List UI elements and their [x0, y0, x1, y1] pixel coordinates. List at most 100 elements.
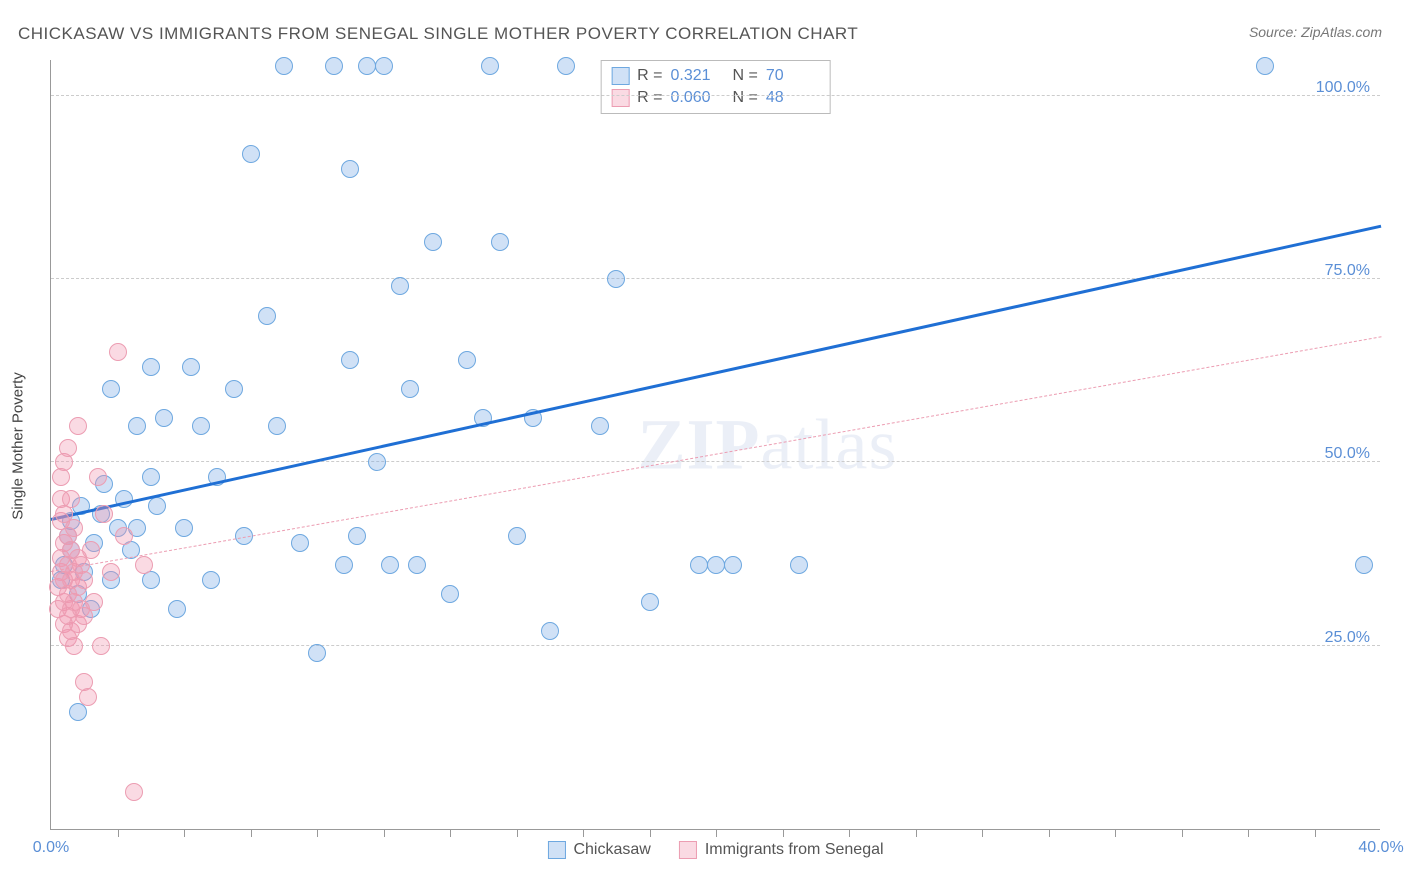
- gridline: [51, 95, 1380, 96]
- x-tick: [1248, 829, 1249, 837]
- data-point: [142, 468, 160, 486]
- gridline: [51, 645, 1380, 646]
- data-point: [182, 358, 200, 376]
- stat-n-value: 70: [766, 67, 820, 85]
- stat-row: R = 0.321 N = 70: [611, 65, 820, 87]
- data-point: [85, 593, 103, 611]
- data-point: [89, 468, 107, 486]
- data-point: [424, 233, 442, 251]
- data-point: [541, 622, 559, 640]
- data-point: [258, 307, 276, 325]
- data-point: [458, 351, 476, 369]
- data-point: [348, 527, 366, 545]
- data-point: [341, 160, 359, 178]
- x-tick: [384, 829, 385, 837]
- data-point: [109, 343, 127, 361]
- legend-item: Chickasaw: [547, 841, 650, 859]
- watermark-suffix: atlas: [761, 404, 898, 484]
- data-point: [408, 556, 426, 574]
- stat-n-label: N =: [733, 89, 758, 107]
- plot-area: ZIPatlas R =0.321N =70R =0.060N =48 Chic…: [50, 60, 1380, 830]
- data-point: [724, 556, 742, 574]
- data-point: [82, 541, 100, 559]
- data-point: [102, 563, 120, 581]
- stat-r-label: R =: [637, 67, 662, 85]
- data-point: [125, 783, 143, 801]
- x-tick: [583, 829, 584, 837]
- data-point: [291, 534, 309, 552]
- data-point: [148, 497, 166, 515]
- data-point: [65, 519, 83, 537]
- x-tick: [916, 829, 917, 837]
- data-point: [79, 688, 97, 706]
- stat-n-label: N =: [733, 67, 758, 85]
- data-point: [92, 637, 110, 655]
- legend-label: Chickasaw: [573, 841, 650, 859]
- data-point: [375, 57, 393, 75]
- data-point: [225, 380, 243, 398]
- data-point: [341, 351, 359, 369]
- gridline: [51, 461, 1380, 462]
- chart-title: CHICKASAW VS IMMIGRANTS FROM SENEGAL SIN…: [18, 24, 858, 44]
- data-point: [381, 556, 399, 574]
- data-point: [707, 556, 725, 574]
- trend-line: [51, 225, 1382, 521]
- data-point: [441, 585, 459, 603]
- data-point: [142, 358, 160, 376]
- data-point: [308, 644, 326, 662]
- data-point: [275, 57, 293, 75]
- x-tick: [716, 829, 717, 837]
- data-point: [325, 57, 343, 75]
- x-tick: [317, 829, 318, 837]
- data-point: [557, 57, 575, 75]
- correlation-stats-legend: R = 0.321 N = 70 R = 0.060 N = 48: [600, 60, 831, 114]
- data-point: [790, 556, 808, 574]
- data-point: [481, 57, 499, 75]
- stat-row: R = 0.060 N = 48: [611, 87, 820, 109]
- data-point: [75, 571, 93, 589]
- data-point: [168, 600, 186, 618]
- x-tick: [849, 829, 850, 837]
- data-point: [242, 145, 260, 163]
- x-tick-label: 40.0%: [1358, 839, 1403, 857]
- data-point: [115, 527, 133, 545]
- data-point: [128, 417, 146, 435]
- data-point: [155, 409, 173, 427]
- stat-n-value: 48: [766, 89, 820, 107]
- data-point: [202, 571, 220, 589]
- x-tick: [1182, 829, 1183, 837]
- data-point: [65, 637, 83, 655]
- stat-r-value: 0.060: [671, 89, 725, 107]
- gridline: [51, 278, 1380, 279]
- x-tick: [251, 829, 252, 837]
- x-tick: [1115, 829, 1116, 837]
- y-tick-label: 100.0%: [1316, 79, 1370, 97]
- legend-label: Immigrants from Senegal: [705, 841, 884, 859]
- data-point: [192, 417, 210, 435]
- data-point: [491, 233, 509, 251]
- legend-swatch: [679, 841, 697, 859]
- watermark-prefix: ZIP: [638, 404, 761, 484]
- data-point: [391, 277, 409, 295]
- data-point: [175, 519, 193, 537]
- data-point: [508, 527, 526, 545]
- x-tick: [982, 829, 983, 837]
- x-tick: [118, 829, 119, 837]
- x-tick: [517, 829, 518, 837]
- source-attribution: Source: ZipAtlas.com: [1249, 24, 1382, 40]
- y-tick-label: 25.0%: [1325, 629, 1370, 647]
- stat-r-value: 0.321: [671, 67, 725, 85]
- data-point: [1355, 556, 1373, 574]
- data-point: [102, 380, 120, 398]
- series-legend: Chickasaw Immigrants from Senegal: [547, 841, 883, 859]
- legend-swatch: [611, 89, 629, 107]
- x-tick: [783, 829, 784, 837]
- data-point: [690, 556, 708, 574]
- data-point: [268, 417, 286, 435]
- y-tick-label: 75.0%: [1325, 262, 1370, 280]
- legend-swatch: [547, 841, 565, 859]
- x-tick-label: 0.0%: [33, 839, 69, 857]
- y-axis-label: Single Mother Poverty: [10, 372, 27, 520]
- data-point: [401, 380, 419, 398]
- stat-r-label: R =: [637, 89, 662, 107]
